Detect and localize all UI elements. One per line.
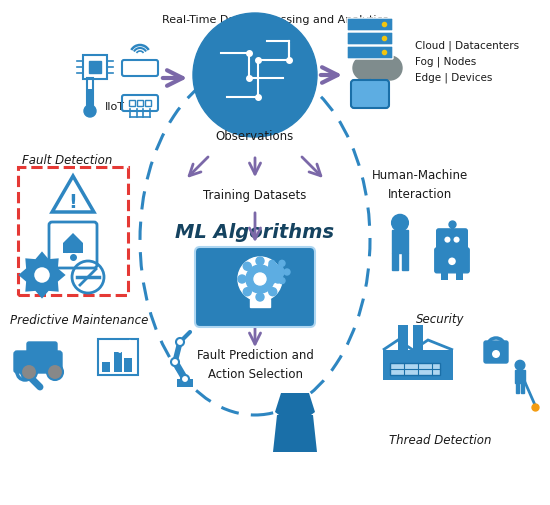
FancyBboxPatch shape [435, 248, 469, 273]
Circle shape [353, 56, 377, 80]
Polygon shape [383, 350, 453, 380]
Text: Real-Time Data Processing and Analytics: Real-Time Data Processing and Analytics [162, 15, 388, 25]
Circle shape [256, 293, 264, 301]
Bar [98, 339, 138, 375]
Circle shape [254, 273, 266, 285]
Text: Cloud | Datacenters
Fog | Nodes
Edge | Devices: Cloud | Datacenters Fog | Nodes Edge | D… [415, 40, 519, 83]
FancyBboxPatch shape [351, 80, 389, 108]
Circle shape [279, 278, 285, 284]
Text: Security: Security [416, 314, 464, 327]
Circle shape [270, 265, 284, 279]
Circle shape [176, 338, 184, 346]
Text: Predictive Maintenance: Predictive Maintenance [10, 314, 148, 327]
Text: ML Algorithms: ML Algorithms [175, 224, 334, 242]
Circle shape [269, 288, 277, 296]
Circle shape [448, 258, 456, 265]
Circle shape [269, 262, 277, 270]
Circle shape [181, 375, 189, 383]
Bar [402, 253, 408, 270]
FancyBboxPatch shape [437, 229, 468, 252]
Circle shape [243, 288, 251, 296]
Circle shape [281, 393, 309, 421]
Circle shape [284, 269, 290, 275]
FancyBboxPatch shape [14, 351, 62, 373]
Circle shape [256, 257, 264, 265]
Circle shape [269, 261, 275, 266]
FancyBboxPatch shape [347, 18, 393, 31]
Bar [18, 167, 128, 295]
Bar [145, 100, 151, 106]
Text: IIoT: IIoT [105, 102, 125, 112]
Text: Fault Detection: Fault Detection [22, 154, 112, 167]
Circle shape [21, 364, 37, 380]
Bar [114, 352, 122, 372]
Text: Observations: Observations [216, 130, 294, 143]
Polygon shape [273, 415, 317, 452]
Bar [390, 363, 440, 375]
Bar [392, 253, 399, 270]
FancyBboxPatch shape [347, 32, 393, 45]
Text: Human-Machine
Interaction: Human-Machine Interaction [372, 169, 468, 201]
FancyBboxPatch shape [27, 342, 57, 356]
Polygon shape [250, 299, 270, 307]
Bar [124, 358, 132, 372]
Bar [456, 270, 464, 280]
Bar [89, 61, 101, 73]
Text: Thread Detection: Thread Detection [389, 433, 491, 446]
Circle shape [515, 361, 525, 370]
FancyBboxPatch shape [347, 46, 393, 59]
Bar [413, 325, 423, 350]
Circle shape [238, 257, 282, 301]
Text: !: ! [69, 193, 78, 212]
Polygon shape [275, 393, 315, 427]
FancyBboxPatch shape [195, 247, 315, 327]
Bar [83, 55, 107, 79]
Text: Training Datasets: Training Datasets [204, 188, 307, 201]
Circle shape [47, 364, 63, 380]
Polygon shape [20, 253, 64, 297]
Text: Fault Prediction and
Action Selection: Fault Prediction and Action Selection [196, 349, 314, 381]
Circle shape [492, 350, 500, 358]
Circle shape [193, 13, 317, 137]
Bar [392, 230, 408, 253]
Bar [398, 325, 408, 350]
Circle shape [84, 105, 96, 117]
Bar [515, 383, 519, 393]
Bar [87, 78, 93, 108]
Circle shape [246, 265, 274, 293]
Polygon shape [63, 233, 83, 253]
Circle shape [269, 278, 275, 284]
Circle shape [33, 266, 51, 284]
Circle shape [363, 50, 393, 80]
Circle shape [454, 237, 460, 243]
Bar [102, 362, 110, 372]
Circle shape [279, 261, 285, 266]
Circle shape [378, 56, 402, 80]
FancyBboxPatch shape [484, 341, 508, 363]
Bar [515, 370, 525, 383]
Bar [521, 383, 524, 393]
Circle shape [238, 275, 246, 283]
Bar [441, 270, 448, 280]
Circle shape [264, 269, 270, 275]
Bar [129, 100, 135, 106]
Circle shape [444, 237, 450, 243]
Circle shape [171, 358, 179, 366]
Bar [177, 379, 193, 387]
Bar [88, 89, 92, 111]
Circle shape [392, 215, 408, 231]
Bar [137, 100, 143, 106]
Circle shape [243, 262, 251, 270]
Circle shape [274, 275, 282, 283]
